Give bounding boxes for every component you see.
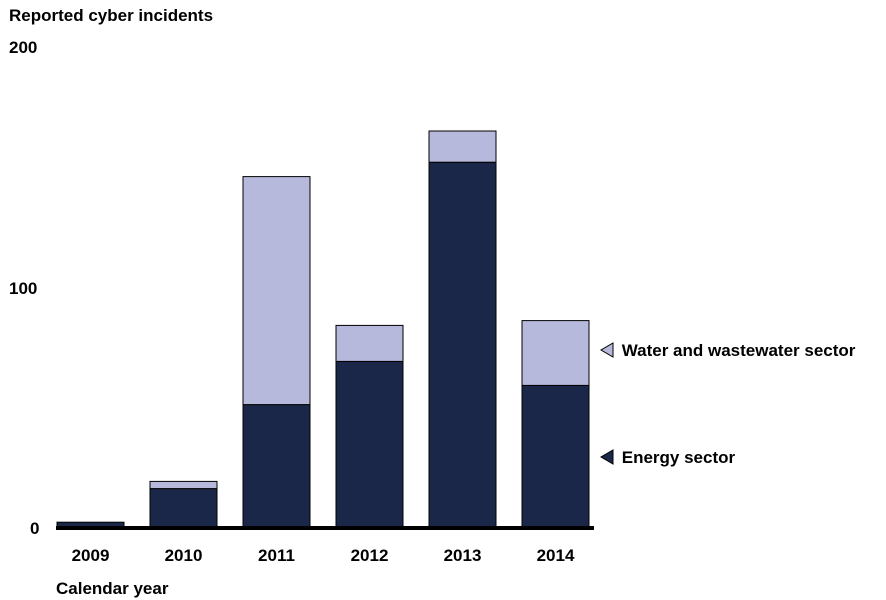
x-tick-label-2013: 2013 [444,546,482,565]
x-tick-label-2012: 2012 [351,546,389,565]
legend-label-energy: Energy sector [621,448,736,467]
x-tick-label-2011: 2011 [258,546,295,565]
y-tick-label-200: 200 [9,38,38,57]
bar-water-2014 [521,320,590,386]
bar-water-2013 [428,130,497,163]
legend-label-water: Water and wastewater sector [621,341,856,360]
y-tick-label-100: 100 [9,279,38,298]
x-tick-label-2014: 2014 [537,546,575,565]
legend-marker-water-icon [600,342,614,358]
legend-marker-energy-icon [600,449,614,465]
y-axis-title: Reported cyber incidents [9,6,214,25]
legend-item-energy: Energy sector [600,448,735,468]
bar-water-2010 [149,480,218,490]
bar-energy-2014 [521,384,590,528]
bar-energy-2011 [242,404,311,528]
y-tick-label-0: 0 [30,519,40,538]
x-tick-label-2010: 2010 [165,546,203,565]
bar-energy-2010 [149,488,218,528]
x-axis-title: Calendar year [56,579,169,598]
legend-item-water: Water and wastewater sector [600,341,855,361]
bar-energy-2013 [428,161,497,528]
x-tick-label-2009: 2009 [72,546,110,565]
bar-energy-2012 [335,360,404,528]
bar-water-2011 [242,176,311,406]
bar-water-2012 [335,324,404,362]
